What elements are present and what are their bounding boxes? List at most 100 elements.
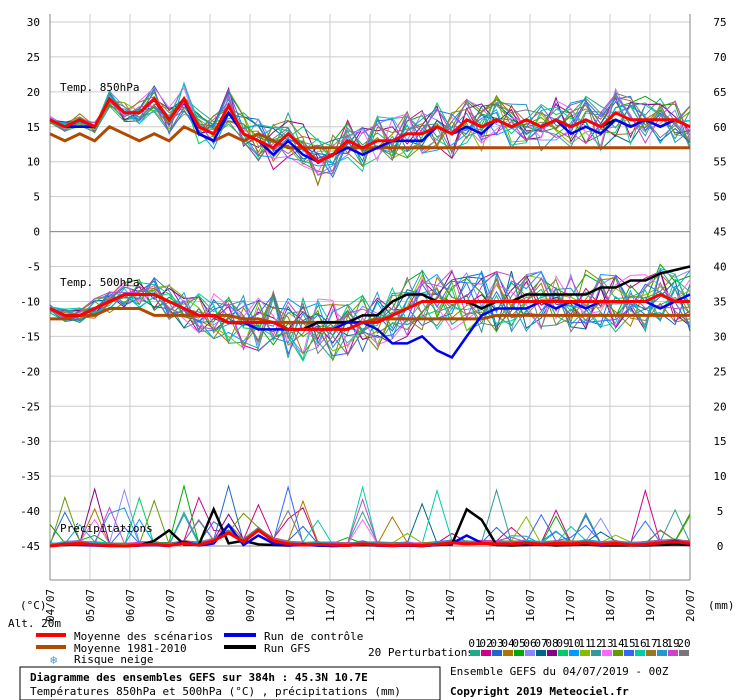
altitude-label: Alt. 20m	[8, 617, 61, 630]
perturbation-number: 03	[490, 637, 503, 650]
left-tick-label: -45	[20, 540, 40, 553]
perturbation-number: 12	[589, 637, 602, 650]
perturbation-swatch	[602, 650, 612, 656]
perturbation-number: 14	[611, 637, 625, 650]
perturbation-swatch	[580, 650, 590, 656]
legend-swatch-gfs	[224, 645, 256, 649]
left-tick-label: 20	[27, 86, 40, 99]
left-tick-label: -40	[20, 505, 40, 518]
chart-title: Diagramme des ensembles GEFS sur 384h : …	[30, 671, 368, 684]
series-850-line	[49, 125, 690, 150]
date-tick-label: 19/07	[644, 589, 657, 622]
legend-label-mean: Moyenne des scénarios	[74, 630, 213, 643]
series-precip-line	[49, 528, 691, 548]
left-tick-label: -5	[27, 261, 40, 274]
date-tick-label: 18/07	[604, 589, 617, 622]
left-tick-label: 30	[27, 16, 40, 29]
perturbation-swatch	[668, 650, 678, 656]
right-tick-label: 35	[713, 295, 726, 308]
date-tick-label: 05/07	[84, 589, 97, 622]
date-tick-label: 17/07	[564, 589, 577, 622]
perturbation-swatch	[558, 650, 568, 656]
chart-axes: 302520151050-5-10-15-20-25-30-35-40-4575…	[20, 16, 727, 622]
left-tick-label: -35	[20, 470, 40, 483]
copyright: Copyright 2019 Meteociel.fr	[450, 685, 629, 698]
perturbation-swatch	[635, 650, 645, 656]
perturbation-swatch	[503, 650, 513, 656]
perturbation-swatch	[492, 650, 502, 656]
perturbation-number: 11	[578, 637, 591, 650]
date-tick-label: 10/07	[284, 589, 297, 622]
date-tick-label: 07/07	[164, 589, 177, 622]
title-box	[19, 666, 441, 700]
left-tick-label: -10	[20, 295, 40, 308]
right-tick-label: 15	[713, 435, 726, 448]
perturbation-number: 16	[633, 637, 646, 650]
left-tick-label: 0	[33, 226, 40, 239]
left-tick-label: 10	[27, 156, 40, 169]
perturbation-swatch	[481, 650, 491, 656]
left-unit-label: (°C)	[20, 599, 47, 612]
date-tick-label: 20/07	[684, 589, 697, 622]
perturbation-swatch	[525, 650, 535, 656]
left-tick-label: -20	[20, 365, 40, 378]
right-tick-label: 50	[713, 191, 726, 204]
perturbation-number: 01	[468, 637, 481, 650]
perturbation-swatch	[613, 650, 623, 656]
perturbation-number: 06	[523, 637, 536, 650]
date-tick-label: 14/07	[444, 589, 457, 622]
perturbation-number: 20	[677, 637, 690, 650]
legend-swatch-control	[224, 633, 256, 637]
right-tick-label: 60	[713, 121, 726, 134]
legend-swatch-climate	[36, 645, 66, 649]
date-tick-label: 09/07	[244, 589, 257, 622]
perturbation-number: 08	[545, 637, 558, 650]
legend-label-snow: Risque neige	[74, 653, 153, 666]
perturbation-swatch	[679, 650, 689, 656]
perturbation-number: 04	[501, 637, 515, 650]
perturbation-number: 05	[512, 637, 525, 650]
panel-label-precip: Précipitations	[60, 522, 153, 535]
perturbation-number: 18	[655, 637, 668, 650]
panel-label-500: Temp. 500hPa	[60, 276, 139, 289]
date-tick-label: 06/07	[124, 589, 137, 622]
right-tick-label: 40	[713, 261, 726, 274]
perturbation-swatch	[514, 650, 524, 656]
left-tick-label: 25	[27, 51, 40, 64]
left-tick-label: 5	[33, 191, 40, 204]
perturbation-swatch	[657, 650, 667, 656]
perturbation-swatch	[569, 650, 579, 656]
right-tick-label: 25	[713, 365, 726, 378]
perturbation-swatch	[470, 650, 480, 656]
date-tick-label: 15/07	[484, 589, 497, 622]
right-tick-label: 5	[717, 505, 724, 518]
series-850-line	[49, 96, 691, 164]
perturbation-swatch	[646, 650, 656, 656]
perturbation-number: 07	[534, 637, 547, 650]
date-tick-label: 12/07	[364, 589, 377, 622]
perturbation-number: 02	[479, 637, 492, 650]
legend-label-climate: Moyenne 1981-2010	[74, 642, 187, 655]
right-tick-label: 30	[713, 330, 726, 343]
left-tick-label: -30	[20, 435, 40, 448]
right-tick-label: 55	[713, 156, 726, 169]
perturbation-500-line	[49, 277, 691, 357]
right-tick-label: 75	[713, 16, 726, 29]
series-500-line	[49, 292, 690, 331]
perturbation-precip-line	[49, 509, 691, 547]
right-tick-label: 65	[713, 86, 726, 99]
date-tick-label: 04/07	[44, 589, 57, 622]
right-tick-label: 70	[713, 51, 726, 64]
main-series-lines	[49, 96, 691, 548]
date-tick-label: 13/07	[404, 589, 417, 622]
panel-label-850: Temp. 850hPa	[60, 81, 139, 94]
perturbation-number: 10	[567, 637, 580, 650]
right-tick-label: 10	[713, 470, 726, 483]
date-tick-label: 11/07	[324, 589, 337, 622]
left-tick-label: -25	[20, 400, 40, 413]
perturbation-number: 09	[556, 637, 569, 650]
right-unit-label: (mm)	[708, 599, 735, 612]
right-tick-label: 45	[713, 226, 726, 239]
